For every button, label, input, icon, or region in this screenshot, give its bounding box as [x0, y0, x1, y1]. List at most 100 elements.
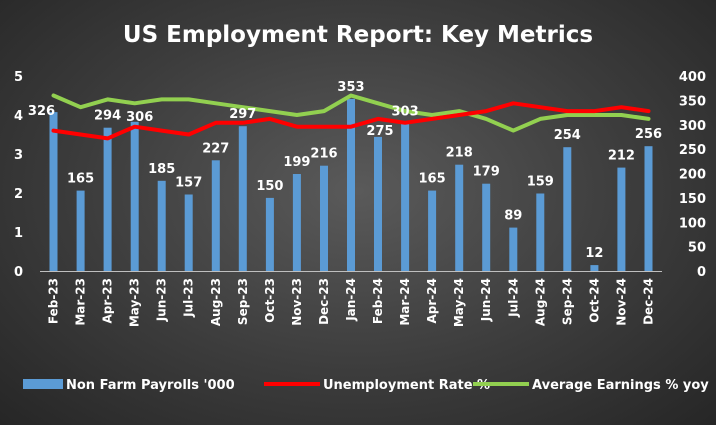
x-tick-label: Nov-24 — [614, 278, 628, 326]
y-left-tick: 4 — [14, 109, 23, 124]
legend-swatch — [23, 379, 63, 389]
data-label-Jul-23: 157 — [175, 176, 202, 191]
x-tick-label: Jul-24 — [506, 278, 520, 318]
bar-May-24 — [455, 164, 464, 271]
y-right-tick: 400 — [679, 70, 706, 85]
data-label-Jun-24: 179 — [473, 165, 500, 180]
bar-Feb-23 — [49, 112, 58, 271]
data-label-Sep-23: 297 — [229, 107, 256, 122]
y-right-tick: 200 — [679, 168, 706, 183]
line-series — [51, 93, 651, 141]
x-tick-label: Aug-23 — [209, 278, 223, 326]
data-label-Feb-24: 275 — [366, 124, 393, 139]
x-tick-label: Apr-23 — [101, 278, 115, 323]
bar-Aug-24 — [536, 193, 545, 271]
x-tick-label: Jan-24 — [344, 278, 358, 322]
y-right-tick: 0 — [697, 265, 706, 280]
data-label-Nov-24: 212 — [608, 149, 635, 164]
y-right-tick: 300 — [679, 119, 706, 134]
bar-Mar-23 — [76, 190, 85, 271]
bar-Dec-23 — [320, 165, 328, 271]
legend-payrolls: Non Farm Payrolls '000 — [23, 378, 235, 393]
x-tick-label: May-23 — [128, 278, 142, 327]
unemployment-rate-line — [51, 101, 651, 141]
legend-unemployment: Unemployment Rate % — [264, 378, 490, 393]
y-right-tick: 250 — [679, 143, 706, 158]
data-label-Jul-24: 89 — [504, 209, 522, 224]
bar-Sep-23 — [238, 126, 247, 271]
bar-Nov-23 — [292, 174, 301, 271]
bar-Oct-24 — [590, 265, 599, 271]
x-tick-label: Jun-23 — [155, 278, 169, 322]
data-label-Oct-23: 150 — [256, 179, 283, 194]
bar-Nov-24 — [617, 167, 626, 271]
data-label-Aug-23: 227 — [202, 141, 229, 156]
y-left-tick: 2 — [14, 187, 23, 202]
x-tick-label: Oct-23 — [263, 278, 277, 323]
x-tick-label: Apr-24 — [425, 278, 439, 323]
data-label-Mar-24: 303 — [392, 104, 419, 119]
y-right-tick: 350 — [679, 94, 706, 109]
bar-Apr-23 — [103, 127, 112, 271]
x-tick-label: Jul-23 — [182, 278, 196, 318]
bar-Aug-23 — [211, 160, 220, 271]
y-left-tick: 3 — [14, 148, 23, 163]
bar-Jul-23 — [184, 194, 193, 271]
data-label-Sep-24: 254 — [554, 128, 581, 143]
legend: Non Farm Payrolls '000 Unemployment Rate … — [23, 378, 709, 393]
x-tick-label: Dec-23 — [317, 278, 331, 325]
chart-title: US Employment Report: Key Metrics — [123, 22, 593, 48]
data-label-May-23: 306 — [126, 110, 153, 125]
x-tick-label: Mar-24 — [398, 278, 412, 326]
bar-Oct-23 — [265, 197, 274, 271]
x-axis: Feb-23 Mar-23 Apr-23 May-23 Jun-23 Jul-23 Aug-… — [40, 271, 662, 327]
x-tick-label: Mar-23 — [74, 278, 88, 326]
bar-Dec-24 — [644, 146, 653, 271]
data-label-Dec-23: 216 — [310, 147, 337, 162]
bar-Jun-23 — [157, 180, 166, 271]
data-label-Apr-24: 165 — [419, 172, 446, 187]
legend-label: Non Farm Payrolls '000 — [66, 378, 235, 393]
legend-earnings: Average Earnings % yoy — [473, 378, 709, 393]
data-label-Aug-24: 159 — [527, 175, 554, 190]
bar-series — [49, 98, 653, 272]
average-earnings-line — [51, 93, 651, 133]
x-tick-label: Sep-23 — [236, 278, 250, 325]
bar-May-23 — [130, 121, 139, 271]
x-tick-label: Feb-24 — [371, 278, 385, 324]
bar-Apr-24 — [428, 190, 437, 271]
data-label-Apr-23: 294 — [94, 109, 121, 124]
data-label-Oct-24: 12 — [585, 246, 603, 261]
data-label-Jan-24: 353 — [337, 80, 364, 95]
x-tick-label: Oct-24 — [587, 278, 601, 323]
x-tick-label: Nov-23 — [290, 278, 304, 326]
legend-label: Unemployment Rate % — [323, 378, 490, 393]
x-tick-label: Sep-24 — [560, 278, 574, 325]
y-right-tick: 150 — [679, 192, 706, 207]
bar-Mar-24 — [401, 123, 410, 271]
x-tick-label: Dec-24 — [642, 278, 656, 325]
y-right-tick: 100 — [679, 216, 706, 231]
bar-Sep-24 — [563, 147, 572, 271]
y-axis-left: 0 1 2 3 4 5 — [14, 70, 23, 280]
data-label-Dec-24: 256 — [635, 127, 662, 142]
bar-Jun-24 — [482, 183, 491, 271]
x-tick-label: Feb-23 — [47, 278, 61, 324]
legend-label: Average Earnings % yoy — [532, 378, 709, 393]
y-left-tick: 1 — [14, 226, 23, 241]
bar-Feb-24 — [374, 136, 382, 271]
x-tick-label: Jun-24 — [479, 278, 493, 322]
data-label-Jun-23: 185 — [148, 162, 175, 177]
bar-Jan-24 — [347, 98, 355, 272]
y-right-tick: 50 — [688, 241, 706, 256]
data-label-May-24: 218 — [446, 146, 473, 161]
x-tick-label: Aug-24 — [533, 278, 547, 326]
data-label-Nov-23: 199 — [283, 155, 310, 170]
y-axis-right: 0 50 100 150 200 250 300 350 400 — [679, 70, 706, 280]
y-left-tick: 5 — [14, 70, 23, 85]
data-label-Feb-23: 326 — [28, 104, 55, 119]
data-label-Mar-23: 165 — [67, 172, 94, 187]
